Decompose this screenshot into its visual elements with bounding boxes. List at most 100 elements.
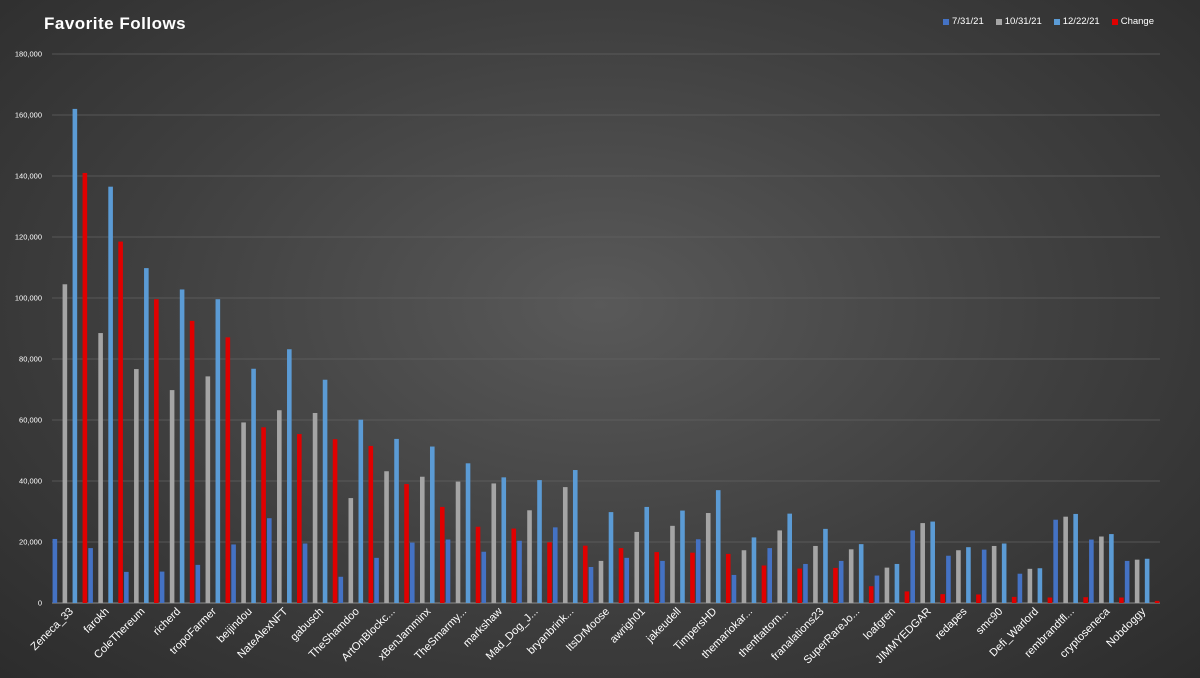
bar-series-1 [302,543,308,603]
bar-series-2 [527,510,532,603]
bar-group [624,506,660,603]
bar-series-2 [777,530,783,603]
bar-series-1 [481,551,487,603]
bar-series-1 [517,540,522,603]
bar-series-3 [429,446,435,603]
bar-series-3 [680,510,685,603]
bar-series-1 [267,518,272,603]
bar-series-4 [511,528,517,603]
legend: 7/31/21 10/31/21 12/22/21 Change [943,16,1154,27]
bar-series-2 [920,523,925,603]
bar-series-3 [751,537,757,603]
bar-series-4 [940,594,945,603]
bar-series-3 [501,477,507,603]
bar-series-1 [624,557,630,603]
bar-series-4 [833,567,838,603]
bar-series-1 [1053,519,1058,603]
bar-series-3 [287,349,292,603]
bar-group [1124,558,1160,603]
bar-series-1 [767,548,773,603]
bar-group [1017,568,1053,603]
bar-series-2 [62,284,68,603]
gridlines [52,53,1160,604]
bar-series-4 [439,506,445,603]
bar-series-2 [1099,536,1104,603]
legend-swatch-series-4 [1111,18,1118,25]
x-category-label: Zeneca_33 [29,606,76,653]
bar-group [231,368,266,603]
bar-series-4 [690,552,695,603]
bar-series-3 [858,544,864,603]
bar-series-3 [966,547,971,603]
bar-series-4 [618,548,624,603]
legend-item-series-4: Change [1111,16,1154,27]
bar-series-1 [552,527,558,603]
bar-series-4 [868,586,874,603]
y-tick-label: 160,000 [15,111,42,120]
bar-series-4 [475,526,481,603]
bar-series-4 [761,565,767,603]
bar-group [731,537,767,603]
bar-series-1 [803,563,808,603]
bar-group [946,547,981,603]
bar-group [552,470,588,603]
bar-series-2 [491,483,497,603]
bar-series-1 [445,539,451,603]
bar-series-2 [884,567,890,603]
bar-group [838,544,874,603]
bar-series-3 [608,512,614,603]
y-tick-label: 140,000 [15,172,42,181]
bar-series-1 [88,548,93,603]
bar-series-4 [1083,597,1088,603]
bar-series-3 [715,490,721,603]
bar-series-3 [144,268,149,603]
bar-series-4 [1119,597,1124,603]
bar-series-2 [384,471,389,603]
bar-series-4 [225,337,231,603]
bar-series-3 [1001,543,1007,603]
y-axis-ticks: 0 20,000 40,000 60,000 80,000 100,000 120,000 1… [15,50,42,608]
legend-label-series-3: 12/22/21 [1062,16,1100,27]
bar-series-2 [1063,516,1068,603]
bar-series-3 [1109,534,1114,603]
bar-series-2 [956,550,961,603]
bar-group [803,528,838,603]
bar-series-3 [108,186,113,603]
bar-series-2 [419,476,425,603]
bar-series-1 [660,560,665,603]
bar-series-1 [1089,539,1094,603]
bar-group [445,463,481,603]
bar-series-1 [910,530,915,603]
bar-series-3 [465,463,471,603]
x-category-label: Nobdoggy [1104,605,1148,649]
bar-series-3 [930,521,935,603]
bar-series-1 [981,549,987,604]
x-category-label: farokh [82,606,112,636]
bar-series-4 [154,299,159,603]
bar-series-2 [169,390,175,603]
legend-swatch-series-1 [943,18,950,25]
bar-series-2 [813,545,818,603]
bar-series-3 [1037,568,1043,603]
x-category-label: awrigh01 [608,606,648,646]
bar-series-1 [588,567,594,603]
bar-series-4 [1047,597,1053,603]
bar-series-3 [394,438,399,603]
bar-series-1 [124,571,129,603]
bar-series-1 [374,557,379,603]
bar-series-2 [98,333,103,603]
bar-series-4 [1011,596,1017,603]
bar-series-4 [332,439,338,603]
legend-label-series-2: 10/31/21 [1004,16,1042,27]
legend-item-series-1: 7/31/21 [943,16,984,27]
bar-group [874,563,910,603]
bar-series-3 [322,379,328,603]
bar-group [981,543,1017,604]
y-tick-label: 120,000 [15,233,42,242]
bar-series-1 [409,542,415,603]
bar-group [1089,534,1124,603]
x-category-label: richerd [151,606,183,638]
bar-series-3 [787,513,793,603]
y-tick-label: 80,000 [19,355,42,364]
